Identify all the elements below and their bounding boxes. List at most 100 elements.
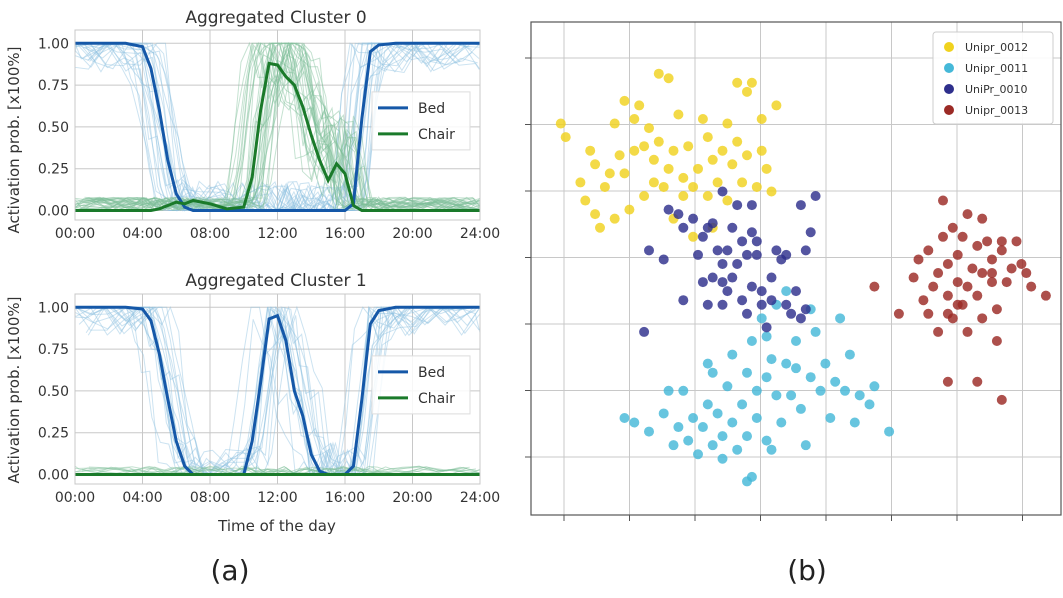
- scatter-point-unipr_0010: [746, 281, 757, 292]
- cluster1-y-axis-label: Activation prob. [x100%]: [5, 297, 23, 484]
- y-tick-label: 0.75: [38, 342, 69, 358]
- scatter-point-unipr_0010: [678, 295, 689, 306]
- scatter-point-unipr_0011: [737, 399, 748, 410]
- legend-box: [932, 31, 1054, 125]
- scatter-point-unipr_0012: [590, 209, 601, 220]
- scatter-point-unipr_0013: [977, 313, 988, 324]
- scatter-point-unipr_0012: [693, 163, 703, 174]
- scatter-point-unipr_0012: [702, 132, 713, 143]
- scatter-point-unipr_0012: [555, 118, 566, 129]
- scatter-point-unipr_0011: [820, 358, 831, 369]
- scatter-point-unipr_0011: [693, 449, 703, 460]
- scatter-point-unipr_0013: [982, 236, 993, 247]
- day-trace: [74, 466, 476, 475]
- scatter-point-unipr_0011: [761, 435, 772, 446]
- scatter-point-unipr_0011: [849, 417, 860, 428]
- scatter-point-unipr_0011: [746, 335, 757, 346]
- scatter-point-unipr_0012: [712, 177, 723, 188]
- scatter-point-unipr_0013: [913, 254, 924, 265]
- scatter-point-unipr_0011: [805, 372, 816, 383]
- scatter-point-unipr_0012: [717, 145, 728, 156]
- scatter-point-unipr_0012: [751, 181, 762, 192]
- scatter-point-unipr_0012: [629, 145, 640, 156]
- scatter-point-unipr_0013: [942, 258, 953, 269]
- scatter-point-unipr_0010: [727, 222, 738, 233]
- scatter-point-unipr_0013: [972, 376, 983, 387]
- scatter-point-unipr_0010: [751, 249, 762, 260]
- day-trace: [84, 305, 480, 475]
- scatter-point-unipr_0013: [1006, 263, 1017, 274]
- scatter-point-unipr_0011: [644, 426, 654, 437]
- scatter-point-unipr_0010: [810, 191, 821, 202]
- scatter-point-unipr_0012: [683, 141, 694, 152]
- scatter-point-unipr_0011: [810, 326, 821, 337]
- scatter-point-unipr_0013: [923, 245, 934, 256]
- scatter-point-unipr_0011: [766, 444, 777, 455]
- scatter-point-unipr_0010: [761, 322, 772, 333]
- day-trace: [74, 42, 460, 212]
- scatter-point-unipr_0013: [893, 308, 904, 319]
- scatter-point-unipr_0013: [1011, 236, 1022, 247]
- legend-box: [371, 355, 471, 415]
- y-tick-label: 1.00: [38, 36, 69, 52]
- scatter-point-unipr_0010: [644, 245, 654, 256]
- scatter-point-unipr_0010: [707, 272, 718, 283]
- legend-label: Unipr_0012: [965, 41, 1028, 54]
- cluster1-legend: Bed Chair: [371, 355, 471, 415]
- y-tick-label: 0.50: [38, 384, 69, 400]
- scatter-point-unipr_0011: [717, 453, 728, 464]
- day-trace: [74, 42, 461, 212]
- x-tick-label: 16:00: [325, 490, 365, 506]
- scatter-point-unipr_0010: [697, 231, 708, 242]
- y-tick-label: 0.25: [38, 162, 69, 178]
- scatter-point-unipr_0013: [987, 277, 997, 288]
- scatter-point-unipr_0011: [746, 471, 757, 482]
- day-trace: [74, 465, 468, 475]
- legend-label: Chair: [418, 391, 455, 407]
- scatter-point-unipr_0010: [693, 249, 703, 260]
- scatter-point-unipr_0012: [673, 109, 684, 120]
- day-trace: [94, 41, 481, 212]
- day-trace: [81, 466, 481, 476]
- day-trace: [93, 42, 481, 211]
- scatter-point-unipr_0012: [663, 73, 674, 84]
- scatter-point-unipr_0013: [996, 236, 1007, 247]
- scatter-point-unipr_0012: [742, 86, 752, 97]
- scatter-point-unipr_0010: [732, 258, 743, 269]
- day-trace: [89, 42, 481, 211]
- scatter-point-unipr_0012: [722, 118, 733, 129]
- day-trace: [74, 42, 475, 211]
- x-tick-label: 04:00: [122, 226, 162, 242]
- scatter-point-unipr_0013: [869, 281, 880, 292]
- day-trace: [74, 54, 475, 212]
- cluster1-title: Aggregated Cluster 1: [185, 271, 366, 291]
- day-trace: [74, 42, 464, 210]
- scatter-point-unipr_0011: [776, 417, 787, 428]
- scatter-point-unipr_0013: [908, 272, 919, 283]
- scatter-point-unipr_0013: [938, 231, 948, 242]
- scatter-point-unipr_0010: [795, 200, 806, 211]
- scatter-point-unipr_0011: [800, 440, 811, 451]
- day-trace: [75, 465, 481, 475]
- scatter-point-unipr_0011: [663, 385, 674, 396]
- scatter-point-unipr_0012: [644, 123, 654, 134]
- scatter-frame: [530, 21, 1062, 516]
- day-trace: [74, 42, 480, 212]
- scatter-point-unipr_0013: [972, 290, 983, 301]
- x-tick-label: 20:00: [392, 226, 432, 242]
- cluster0-title: Aggregated Cluster 0: [185, 8, 366, 28]
- scatter-point-unipr_0012: [663, 163, 674, 174]
- scatter-point-unipr_0012: [624, 204, 635, 215]
- scatter-point-unipr_0011: [825, 412, 836, 423]
- scatter-point-unipr_0010: [717, 186, 728, 197]
- scatter-point-unipr_0010: [756, 299, 767, 310]
- series-line-bed: [75, 305, 480, 476]
- scatter-point-unipr_0010: [639, 326, 650, 337]
- scatter-point-unipr_0011: [727, 417, 738, 428]
- day-trace: [84, 42, 481, 210]
- scatter-point-unipr_0010: [663, 204, 674, 215]
- scatter-point-unipr_0012: [619, 168, 630, 179]
- scatter-point-unipr_0010: [722, 286, 733, 297]
- scatter-point-unipr_0010: [800, 304, 811, 315]
